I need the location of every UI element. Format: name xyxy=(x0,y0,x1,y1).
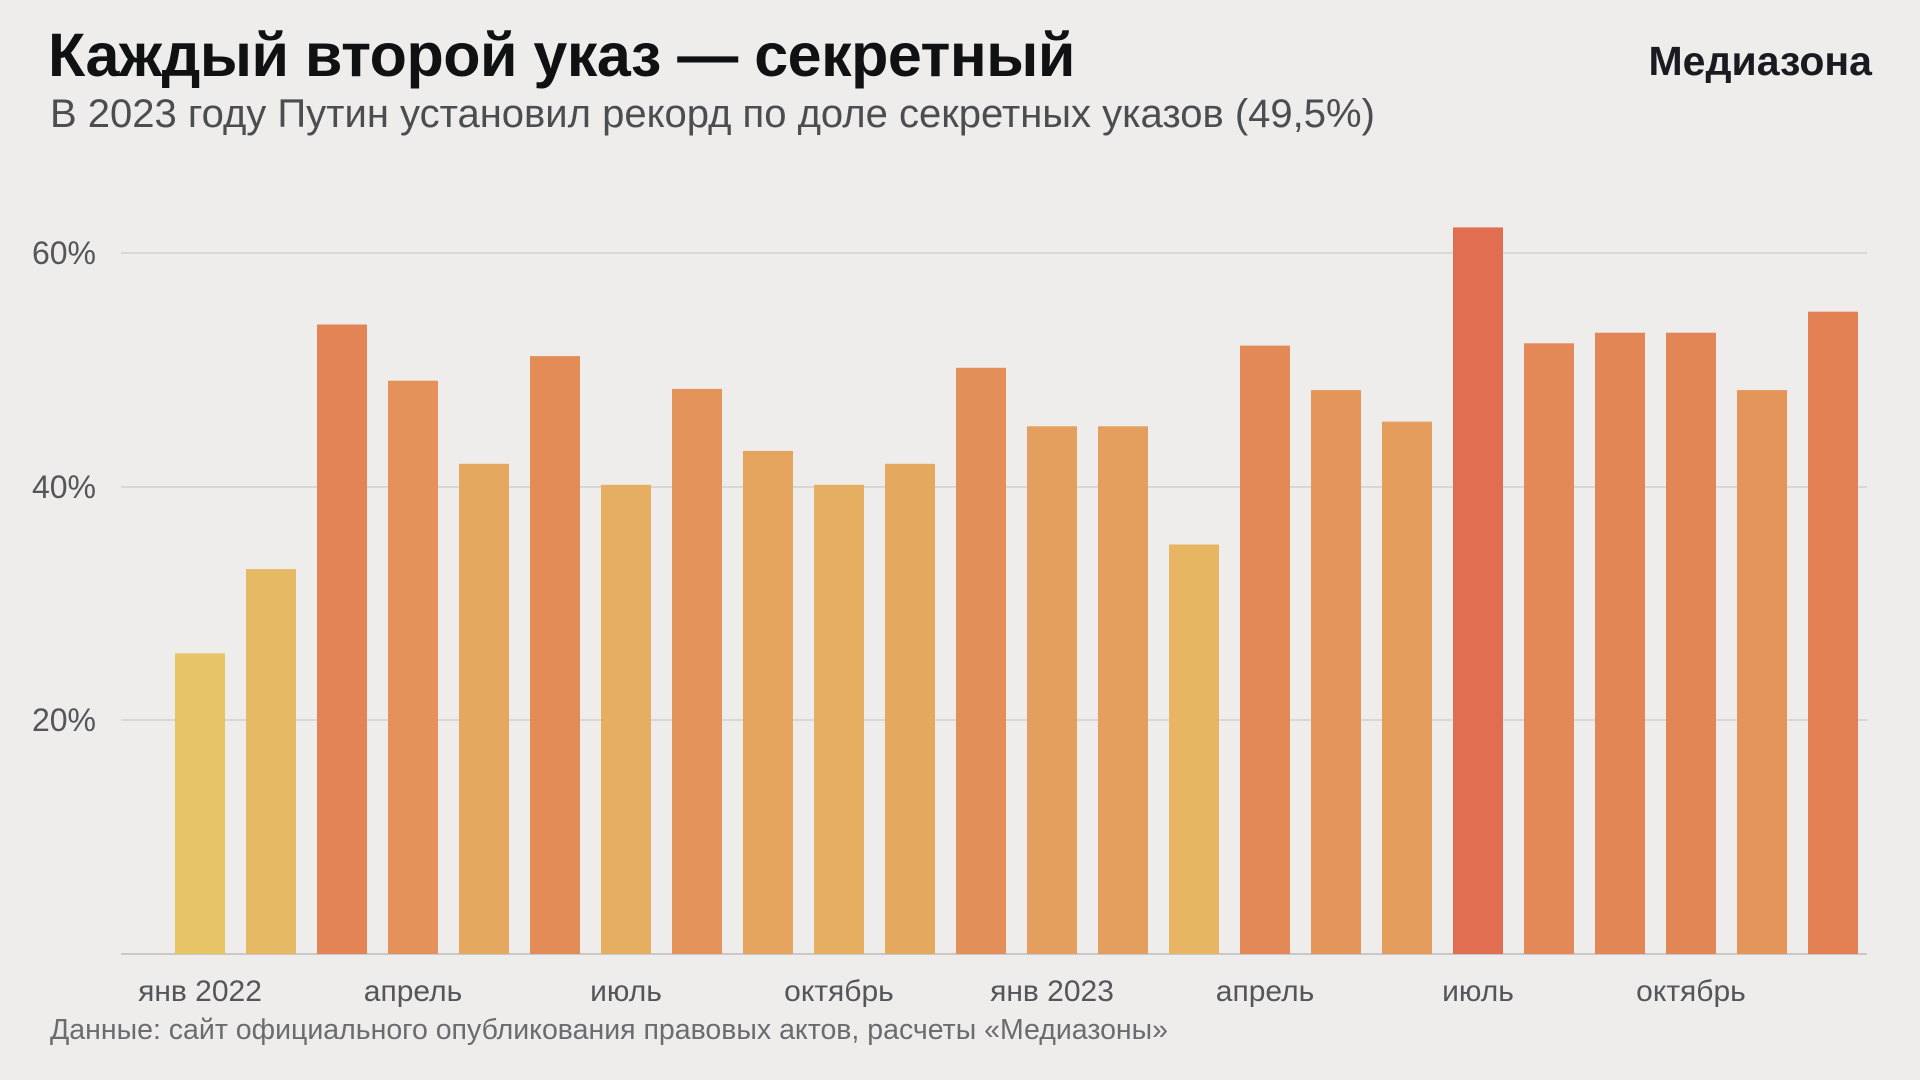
svg-text:40%: 40% xyxy=(32,469,96,505)
svg-text:янв 2023: янв 2023 xyxy=(990,975,1114,1008)
svg-text:октябрь: октябрь xyxy=(1636,975,1746,1008)
svg-text:апрель: апрель xyxy=(1216,975,1314,1008)
svg-text:янв 2022: янв 2022 xyxy=(138,975,262,1008)
svg-text:апрель: апрель xyxy=(364,975,462,1008)
svg-text:октябрь: октябрь xyxy=(784,975,894,1008)
svg-text:июль: июль xyxy=(1442,975,1514,1008)
svg-text:20%: 20% xyxy=(32,702,96,738)
svg-text:июль: июль xyxy=(590,975,662,1008)
svg-text:60%: 60% xyxy=(32,235,96,271)
